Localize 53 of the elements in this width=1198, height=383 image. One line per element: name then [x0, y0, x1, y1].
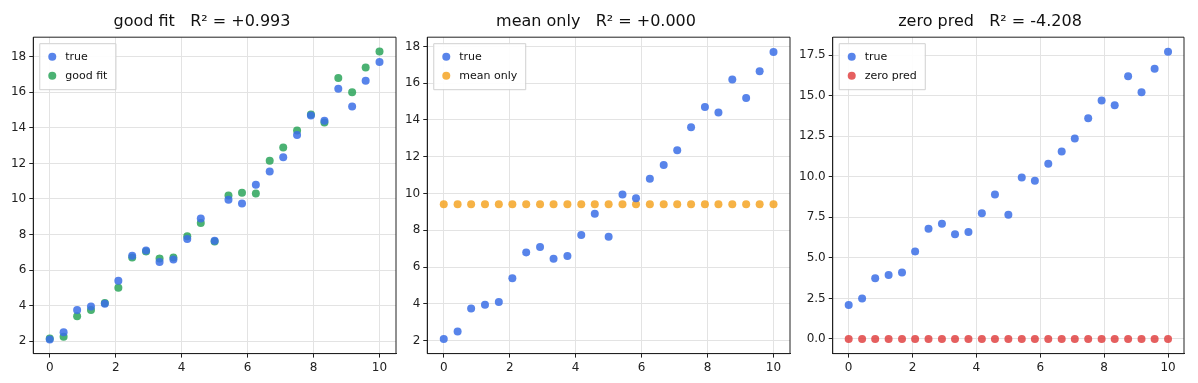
y-tick-label: 10 — [10, 191, 27, 206]
legend-label: mean only — [459, 68, 518, 82]
x-tick-label: 6 — [243, 359, 252, 374]
x-tick-label: 8 — [1100, 359, 1108, 374]
x-tick-label: 4 — [571, 359, 580, 374]
y-tick-label: 12 — [10, 155, 27, 170]
y-tick-label: 16 — [404, 75, 421, 90]
x-tick-label: 10 — [371, 359, 388, 374]
x-tick-label: 0 — [844, 359, 853, 374]
y-tick-label: 7.5 — [806, 209, 826, 224]
chart-title: good fit R² = +0.993 — [113, 10, 291, 30]
x-tick-label: 4 — [177, 359, 186, 374]
x-tick-label: 6 — [637, 359, 646, 374]
y-tick-label: 10 — [404, 185, 421, 200]
y-tick-label: 4 — [412, 296, 421, 311]
x-tick-label: 2 — [505, 359, 514, 374]
y-tick-label: 6 — [18, 262, 27, 277]
y-tick-label: 2 — [412, 332, 421, 347]
y-tick-label: 16 — [10, 84, 27, 99]
x-tick-label: 2 — [111, 359, 120, 374]
y-tick-label: 10.0 — [799, 168, 826, 183]
y-tick-label: 0.0 — [806, 331, 826, 346]
y-tick-label: 15.0 — [799, 87, 826, 102]
y-tick-label: 14 — [10, 119, 27, 134]
y-tick-label: 2.5 — [806, 290, 826, 305]
y-tick-label: 14 — [404, 112, 421, 127]
chart-title: zero pred R² = -4.208 — [898, 10, 1082, 30]
y-tick-label: 12.5 — [799, 128, 826, 143]
y-tick-label: 12 — [404, 148, 421, 163]
x-tick-label: 6 — [1036, 359, 1045, 374]
y-tick-label: 2 — [18, 333, 27, 348]
legend-label: good fit — [65, 68, 109, 82]
x-tick-label: 8 — [309, 359, 318, 374]
y-tick-label: 8 — [412, 222, 421, 237]
legend-label: true — [65, 49, 89, 63]
x-tick-label: 2 — [908, 359, 917, 374]
x-tick-label: 0 — [439, 359, 448, 374]
y-tick-label: 18 — [10, 48, 27, 63]
y-tick-label: 6 — [412, 259, 421, 274]
y-tick-label: 5.0 — [806, 249, 826, 264]
x-tick-label: 0 — [45, 359, 54, 374]
x-tick-label: 10 — [1160, 359, 1176, 374]
chart-title: mean only R² = +0.000 — [496, 10, 696, 30]
y-tick-label: 17.5 — [799, 47, 826, 62]
legend-label: zero pred — [864, 68, 917, 82]
x-tick-label: 8 — [703, 359, 712, 374]
legend-label: true — [864, 49, 888, 63]
x-tick-label: 4 — [972, 359, 981, 374]
legend-label: true — [459, 49, 483, 63]
y-tick-label: 8 — [18, 226, 27, 241]
x-tick-label: 10 — [765, 359, 782, 374]
y-tick-label: 18 — [404, 38, 421, 53]
y-tick-label: 4 — [18, 297, 27, 312]
